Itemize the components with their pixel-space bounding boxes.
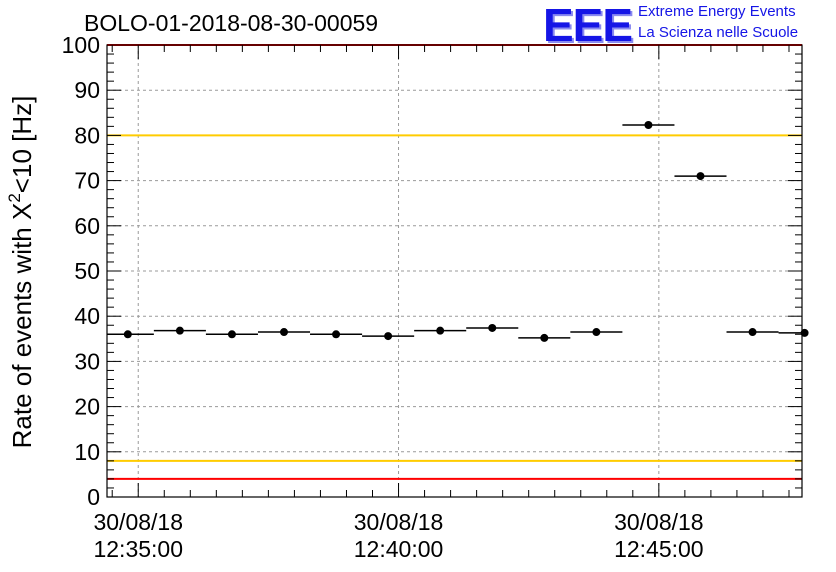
data-point [123,330,132,339]
chart-title: BOLO-01-2018-08-30-00059 [84,10,379,36]
y-tick-label: 90 [74,77,100,103]
data-point [748,328,757,337]
data-point [696,172,705,181]
y-tick-label: 40 [74,303,100,329]
y-tick-label: 20 [74,394,100,420]
y-tick-label: 70 [74,168,100,194]
x-tick-label-time: 12:35:00 [93,536,183,562]
y-tick-label: 50 [74,258,100,284]
x-tick-label-time: 12:40:00 [354,536,444,562]
data-point [592,328,601,337]
x-tick-label-date: 30/08/18 [354,509,444,535]
y-tick-label: 60 [74,213,100,239]
x-tick-label-date: 30/08/18 [614,509,704,535]
data-point [175,326,184,335]
grid [107,45,802,497]
logo-line-1: Extreme Energy Events [638,3,796,20]
y-axis-label-symbol: X [7,203,37,220]
axes: 010203040506070809010030/08/1812:35:0030… [62,32,803,562]
y-axis-label-sup: 2 [5,193,24,202]
data-point [436,326,445,335]
y-axis-label: Rate of events with X2<10 [Hz] [5,96,37,449]
y-tick-label: 80 [74,122,100,148]
data-point [644,121,653,130]
y-axis-label-prefix: Rate of events with [7,220,37,448]
data-point [332,330,341,339]
y-tick-label: 10 [74,439,100,465]
logo-line-2: La Scienza nelle Scuole [638,24,799,41]
data-point [227,330,236,339]
y-tick-label: 30 [74,348,100,374]
y-axis-label-suffix: <10 [Hz] [7,96,37,194]
y-tick-label: 100 [62,32,100,58]
data-point [540,333,549,342]
data-point [384,332,393,341]
y-tick-label: 0 [87,484,100,510]
logo-mark: EEE [543,0,633,51]
data-series [107,121,809,342]
data-point [280,328,289,337]
x-tick-label-time: 12:45:00 [614,536,704,562]
reference-lines [107,44,802,480]
data-point [800,328,809,337]
data-point [488,323,497,332]
x-tick-label-date: 30/08/18 [93,509,183,535]
